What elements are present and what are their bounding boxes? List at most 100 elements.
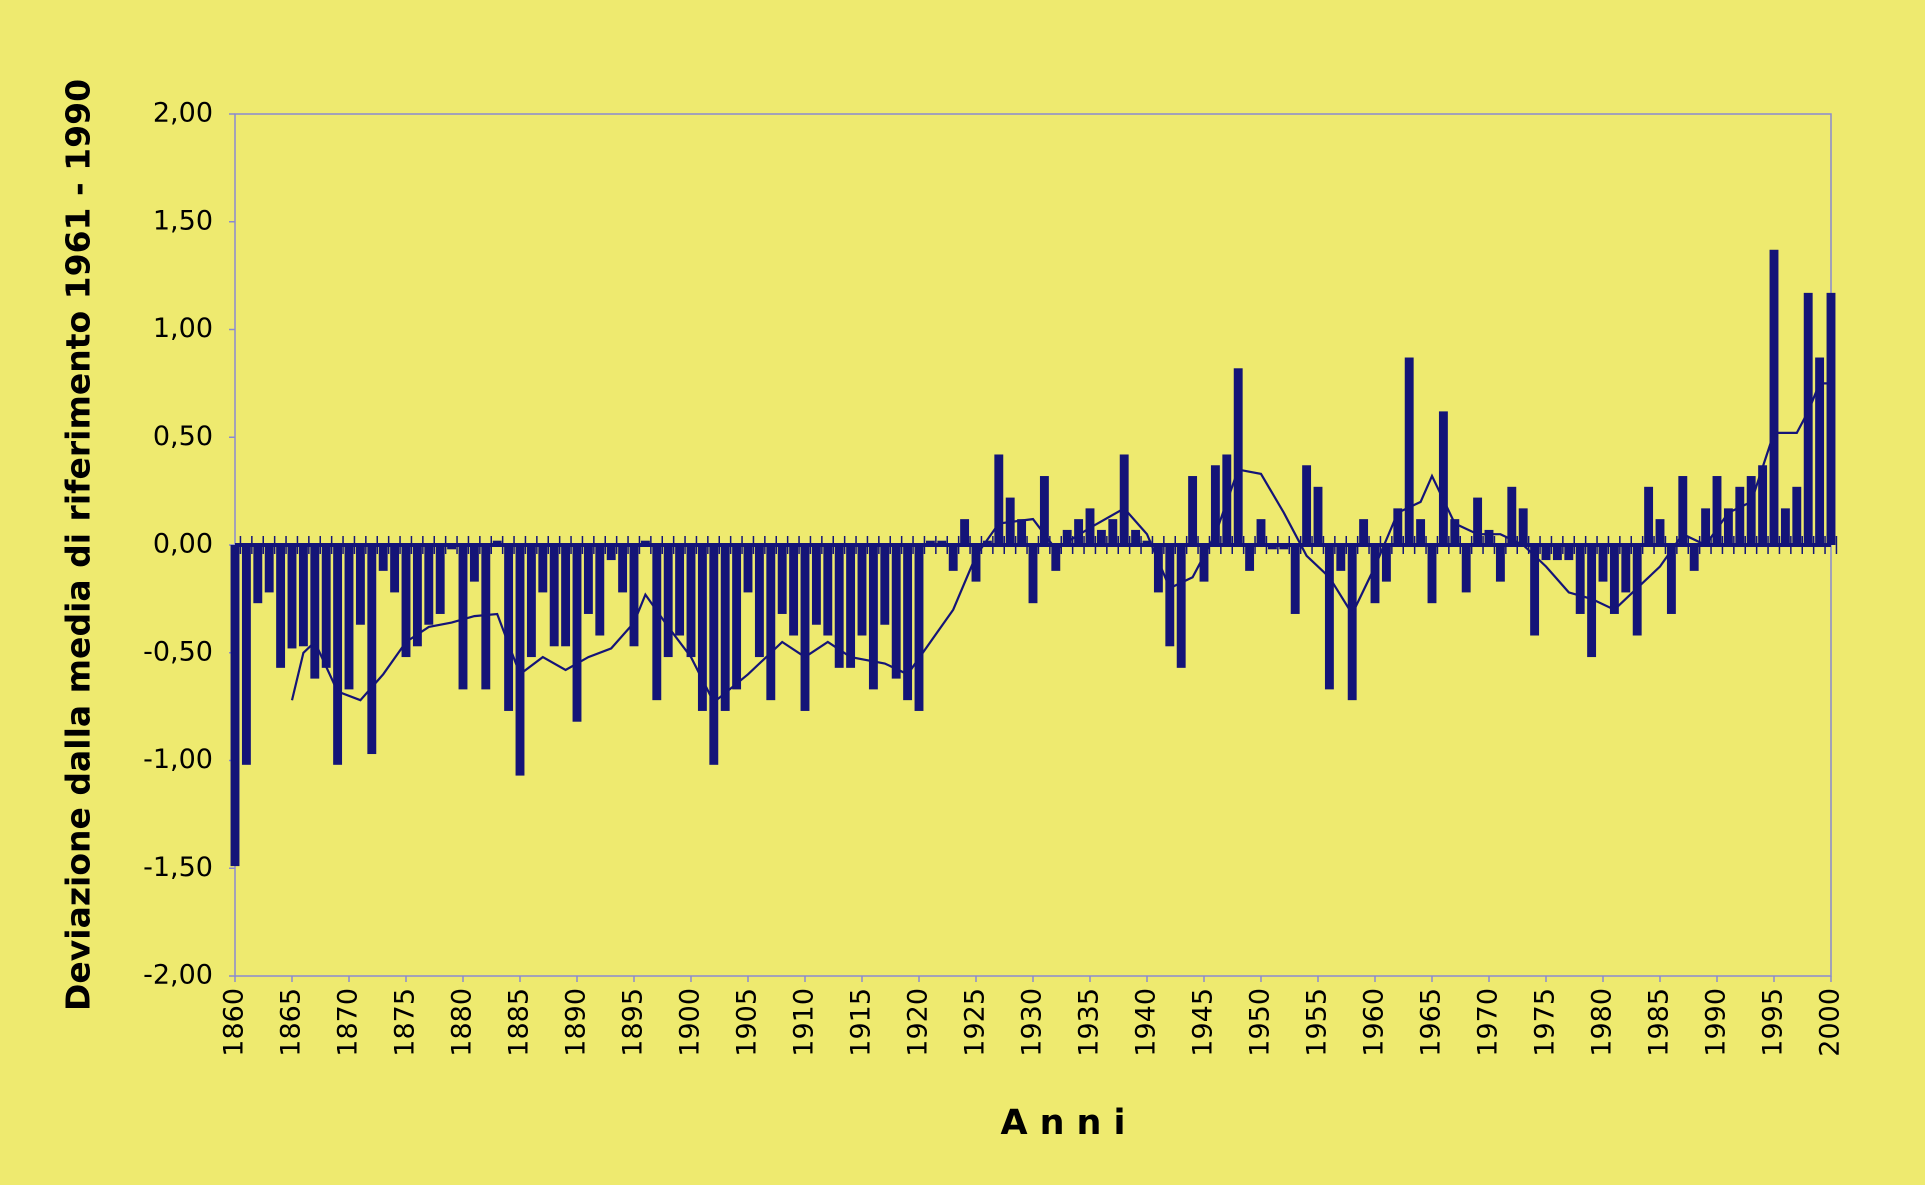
bar [504,545,514,711]
bar [766,545,776,701]
x-tick-label: 1895 [618,988,649,1057]
y-tick-label: 0,00 [153,529,213,560]
bar [1245,545,1255,571]
y-tick-label: -1,00 [143,744,213,775]
bar [1153,545,1163,593]
bar [686,545,696,658]
bar [412,545,422,647]
bar [948,545,958,571]
bar [960,519,970,545]
bar [526,545,536,658]
bar [1632,545,1642,636]
x-tick-label: 1890 [561,988,592,1057]
bar [333,545,343,765]
bar [1484,529,1494,545]
x-tick-label: 1965 [1416,988,1447,1057]
bar [447,545,457,550]
bar [1450,519,1460,545]
x-tick-label: 1940 [1131,988,1162,1057]
x-tick-label: 1875 [390,988,421,1057]
bar [435,545,445,614]
bar [1256,519,1266,545]
bar [1780,508,1790,545]
bar [994,454,1004,545]
bar [857,545,867,636]
bar [823,545,833,636]
y-tick-label: 1,00 [153,313,213,344]
x-tick-label: 1905 [732,988,763,1057]
y-axis-title: Deviazione dalla media di riferimento 19… [59,79,98,1011]
bar [652,545,662,701]
bar [606,545,616,561]
x-tick-label: 1985 [1644,988,1675,1057]
x-tick-label: 1950 [1245,988,1276,1057]
x-tick-label: 1900 [675,988,706,1057]
bar [1096,529,1106,545]
bar [321,545,331,668]
bar [846,545,856,668]
x-tick-label: 1955 [1302,988,1333,1057]
bar [1313,486,1323,545]
y-tick-label: -1,50 [143,852,213,883]
bar [1210,465,1220,545]
y-tick-label: 2,00 [153,98,213,129]
bar [1017,519,1027,545]
bar [1336,545,1346,571]
bar [1393,508,1403,545]
bar [1381,545,1391,582]
bar [310,545,320,679]
bar [1062,529,1072,545]
bar [378,545,388,571]
x-tick-label: 1980 [1587,988,1618,1057]
x-tick-label: 1885 [504,988,535,1057]
x-tick-label: 1915 [846,988,877,1057]
bar [914,545,924,711]
bar [1267,545,1277,550]
x-tick-label: 1960 [1359,988,1390,1057]
bar [481,545,491,690]
bar [834,545,844,668]
bar [1051,545,1061,571]
x-tick-label: 1870 [333,988,364,1057]
bar [1815,357,1825,545]
bar [1723,508,1733,545]
bar [1233,368,1243,545]
bar [458,545,468,690]
bar [618,545,628,593]
bar [492,540,502,545]
bar [1404,357,1414,545]
bar [811,545,821,625]
moving-average-line [290,382,1831,705]
bar [1119,454,1129,545]
bar [1803,292,1813,545]
bar [709,545,719,765]
bar [971,545,981,582]
bar [1655,519,1665,545]
bar [663,545,673,658]
bar [1427,545,1437,604]
bar [720,545,730,711]
bar [754,545,764,658]
bar [732,545,742,690]
bar [1302,465,1312,545]
bar [1473,497,1483,545]
bar [1701,508,1711,545]
bar [469,545,479,582]
bar [1074,519,1084,545]
bar [230,545,240,867]
bar [1347,545,1357,701]
y-tick-label: 1,50 [153,205,213,236]
bar [1564,545,1574,561]
x-tick-label: 1860 [219,988,250,1057]
bar [903,545,913,701]
x-tick-label: 1945 [1188,988,1219,1057]
x-axis-title: Anni [1001,1103,1138,1143]
bar [777,545,787,614]
x-tick-label: 1995 [1758,988,1789,1057]
y-tick-label: -2,00 [143,960,213,991]
x-tick-label: 2000 [1815,988,1846,1057]
bar [1644,486,1654,545]
bar [1290,545,1300,614]
bar [1530,545,1540,636]
